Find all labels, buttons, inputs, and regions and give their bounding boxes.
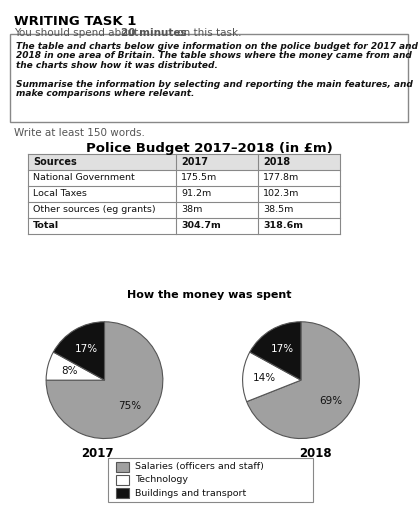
Text: 2018 in one area of Britain. The table shows where the money came from and: 2018 in one area of Britain. The table s…: [16, 52, 412, 60]
Text: 2018: 2018: [299, 447, 331, 460]
FancyBboxPatch shape: [28, 154, 340, 170]
Wedge shape: [247, 322, 359, 438]
Wedge shape: [242, 352, 301, 401]
Text: 2017: 2017: [181, 157, 208, 167]
Text: 2017: 2017: [81, 447, 113, 460]
Text: Local Taxes: Local Taxes: [33, 189, 87, 199]
Text: 17%: 17%: [271, 344, 294, 354]
Text: 175.5m: 175.5m: [181, 174, 217, 182]
Text: Technology: Technology: [135, 476, 188, 484]
Wedge shape: [54, 322, 104, 380]
Text: 2018: 2018: [263, 157, 290, 167]
Text: 38m: 38m: [181, 205, 202, 215]
FancyBboxPatch shape: [116, 462, 129, 472]
Text: WRITING TASK 1: WRITING TASK 1: [14, 15, 136, 28]
Text: Salaries (officers and staff): Salaries (officers and staff): [135, 462, 264, 472]
Text: 17%: 17%: [74, 344, 98, 354]
Text: National Government: National Government: [33, 174, 135, 182]
Text: Total: Total: [33, 222, 59, 230]
Text: 8%: 8%: [61, 366, 78, 376]
Wedge shape: [46, 352, 104, 380]
Text: on this task.: on this task.: [174, 28, 242, 38]
FancyBboxPatch shape: [10, 34, 408, 122]
Text: You should spend about: You should spend about: [14, 28, 142, 38]
Text: 14%: 14%: [253, 373, 276, 383]
Text: 102.3m: 102.3m: [263, 189, 299, 199]
Text: 91.2m: 91.2m: [181, 189, 211, 199]
Text: 20 minutes: 20 minutes: [121, 28, 186, 38]
Text: 38.5m: 38.5m: [263, 205, 293, 215]
FancyBboxPatch shape: [108, 458, 313, 502]
Text: 177.8m: 177.8m: [263, 174, 299, 182]
Text: The table and charts below give information on the police budget for 2017 and: The table and charts below give informat…: [16, 42, 418, 51]
Text: Summarise the information by selecting and reporting the main features, and: Summarise the information by selecting a…: [16, 80, 413, 89]
Wedge shape: [250, 322, 301, 380]
Text: Sources: Sources: [33, 157, 77, 167]
FancyBboxPatch shape: [116, 475, 129, 485]
Text: 75%: 75%: [119, 401, 142, 411]
Text: Other sources (eg grants): Other sources (eg grants): [33, 205, 155, 215]
Text: 69%: 69%: [319, 395, 342, 406]
Text: the charts show how it was distributed.: the charts show how it was distributed.: [16, 61, 218, 70]
FancyBboxPatch shape: [116, 488, 129, 498]
Text: Buildings and transport: Buildings and transport: [135, 488, 246, 498]
Text: Write at least 150 words.: Write at least 150 words.: [14, 128, 145, 138]
Wedge shape: [46, 322, 163, 438]
Text: make comparisons where relevant.: make comparisons where relevant.: [16, 90, 194, 98]
Text: 318.6m: 318.6m: [263, 222, 303, 230]
Text: Police Budget 2017–2018 (in £m): Police Budget 2017–2018 (in £m): [86, 142, 332, 155]
Text: 304.7m: 304.7m: [181, 222, 221, 230]
Text: How the money was spent: How the money was spent: [127, 290, 291, 300]
